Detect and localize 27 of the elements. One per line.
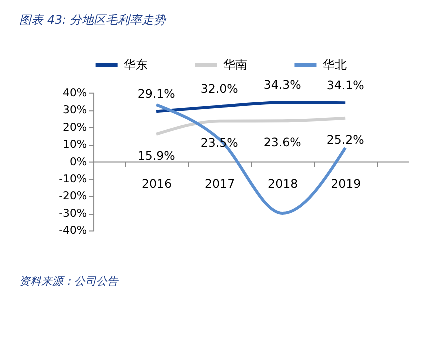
x-tick-label: 2018: [268, 176, 298, 191]
y-tick-label: 20%: [63, 120, 88, 134]
line-series: [155, 101, 348, 114]
y-tick-label: -30%: [59, 206, 88, 220]
y-tick-label: -40%: [59, 224, 88, 238]
data-label: 34.1%: [326, 78, 364, 92]
data-label: 34.3%: [264, 78, 302, 92]
y-tick-label: 0%: [70, 155, 88, 168]
data-label: 32.0%: [200, 82, 238, 96]
legend-label: 华南: [224, 58, 248, 72]
text: 资料来源：公司公告: [20, 274, 120, 288]
data-label: 25.2%: [326, 132, 364, 147]
x-tick-label: 2016: [142, 176, 172, 191]
y-tick-label: 10%: [63, 138, 88, 152]
line-series: [155, 116, 348, 136]
data-label: 23.6%: [264, 136, 302, 150]
x-tick-label: 2017: [205, 176, 236, 191]
legend-label: 华东: [124, 58, 148, 72]
data-label: 29.1%: [138, 86, 176, 101]
y-tick-label: -20%: [59, 190, 88, 203]
data-label: 15.9%: [138, 149, 176, 164]
chart-title: 图表 43: 分地区毛利率走势: [20, 12, 168, 27]
y-tick-label: -10%: [59, 172, 88, 186]
legend-label: 华北: [322, 58, 347, 72]
x-tick-label: 2019: [331, 176, 362, 191]
y-tick-label: 40%: [63, 86, 88, 100]
y-tick-label: 30%: [63, 104, 88, 117]
